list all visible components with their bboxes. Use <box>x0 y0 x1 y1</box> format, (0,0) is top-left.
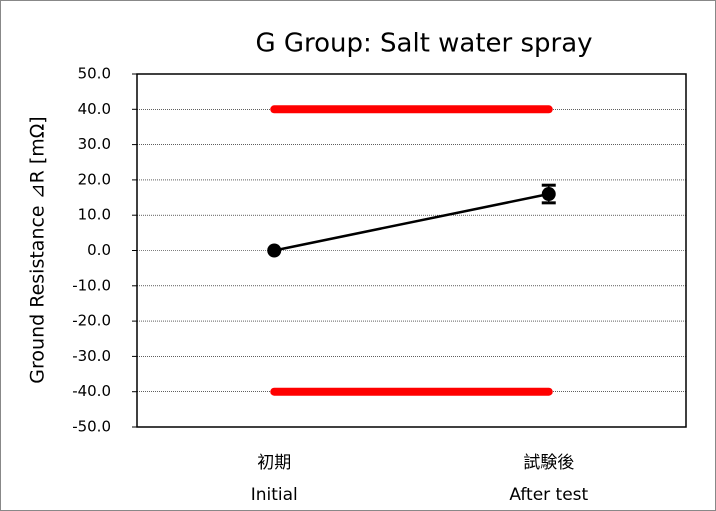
y-tick-label: -10.0 <box>72 276 111 294</box>
y-tick-label: -30.0 <box>72 347 111 365</box>
data-point <box>267 243 282 258</box>
chart-title: G Group: Salt water spray <box>255 29 592 59</box>
y-tick-label: 40.0 <box>78 100 111 118</box>
y-tick-label: 30.0 <box>78 135 111 153</box>
y-tick-label: -40.0 <box>72 382 111 400</box>
plot-area <box>136 73 687 428</box>
x-tick-label: 初期 <box>257 453 291 473</box>
y-tick-label: 0.0 <box>87 241 111 259</box>
y-tick-label: -20.0 <box>72 312 111 330</box>
data-line <box>273 192 550 252</box>
y-tick-label: 20.0 <box>78 170 111 188</box>
y-axis-label: Ground Resistance ⊿R [mΩ] <box>27 116 49 383</box>
x-tick-label: After test <box>509 485 588 505</box>
x-tick-label: 試験後 <box>523 453 574 473</box>
y-tick-label: 10.0 <box>78 206 111 224</box>
y-tick-label: -50.0 <box>72 418 111 436</box>
y-tick-label: 50.0 <box>78 65 111 83</box>
x-tick-label: Initial <box>251 485 298 505</box>
data-point <box>541 187 556 202</box>
